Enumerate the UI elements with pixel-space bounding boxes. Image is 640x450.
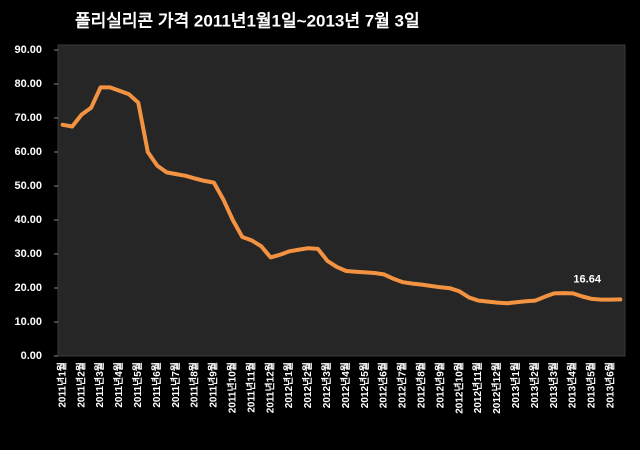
x-tick-label: 2011년7월: [169, 362, 182, 408]
y-tick-label: 90.00: [14, 44, 42, 56]
y-tick-label: 20.00: [14, 282, 42, 294]
price-line: [60, 85, 623, 306]
y-tick-label: 0.00: [21, 350, 42, 362]
x-tick-label: 2011년9월: [207, 362, 220, 408]
x-tick-label: 2013년3월: [547, 362, 560, 408]
y-tick-label: 60.00: [14, 146, 42, 158]
data-label: 16.64: [573, 273, 601, 285]
x-tick-label: 2012년12월: [490, 362, 503, 414]
chart-title: 폴리실리콘 가격 2011년1월1일~2013년 7월 3일: [75, 11, 420, 30]
x-tick-label: 2012년9월: [433, 362, 446, 408]
x-tick-label: 2012년1월: [282, 362, 295, 408]
x-tick-label: 2012년2월: [301, 362, 314, 408]
x-tick-label: 2012년7월: [396, 362, 409, 408]
x-tick-label: 2013년6월: [603, 362, 616, 408]
x-tick-label: 2011년11월: [244, 362, 257, 413]
x-tick-label: 2011년8월: [188, 362, 201, 408]
x-tick-label: 2011년2월: [74, 362, 87, 408]
y-tick-label: 80.00: [14, 78, 42, 90]
x-tick-label: 2012년8월: [414, 362, 427, 408]
y-tick-label: 40.00: [14, 214, 42, 226]
x-tick-label: 2012년6월: [377, 362, 390, 408]
x-tick-label: 2012년4월: [339, 362, 352, 408]
x-tick-label: 2013년4월: [566, 362, 579, 408]
x-tick-label: 2012년10월: [452, 362, 465, 414]
x-tick-label: 2012년11월: [471, 362, 484, 413]
x-tick-label: 2011년10월: [225, 362, 238, 413]
y-tick-label: 50.00: [14, 180, 42, 192]
x-tick-label: 2011년4월: [112, 362, 125, 408]
x-tick-label: 2011년12월: [263, 362, 276, 413]
x-tick-label: 2013년5월: [585, 362, 598, 408]
x-tick-label: 2012년3월: [320, 362, 333, 408]
x-tick-label: 2012년5월: [358, 362, 371, 408]
x-tick-label: 2011년5월: [131, 362, 144, 408]
y-tick-label: 30.00: [14, 248, 42, 260]
x-tick-label: 2011년6월: [150, 362, 163, 408]
x-tick-label: 2013년1월: [509, 362, 522, 408]
x-tick-label: 2013년2월: [528, 362, 541, 408]
y-tick-label: 10.00: [14, 316, 42, 328]
plot-area: [57, 44, 626, 357]
y-tick-label: 70.00: [14, 112, 42, 124]
x-tick-label: 2011년1월: [55, 362, 68, 408]
x-tick-label: 2011년3월: [93, 362, 106, 408]
